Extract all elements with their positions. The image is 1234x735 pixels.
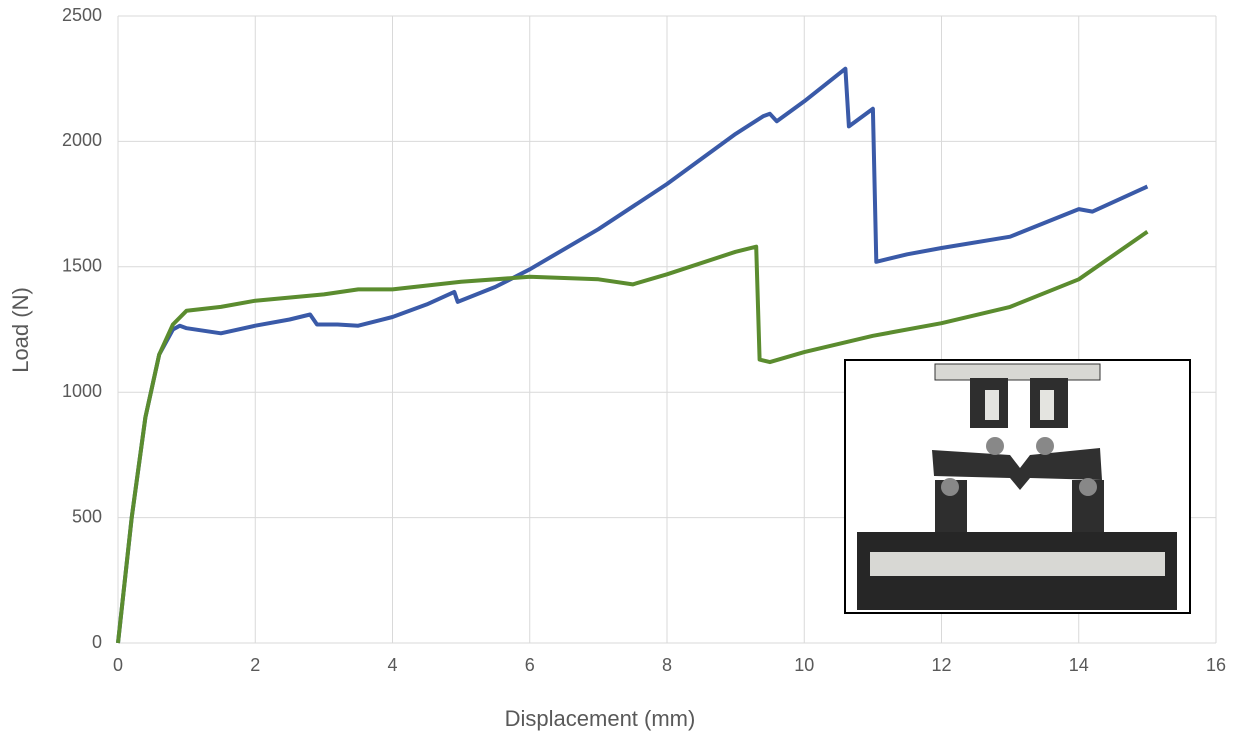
x-tick-label: 4 [387,655,397,675]
x-tick-label: 10 [794,655,814,675]
inset-photo [845,360,1190,613]
top-ruler [935,364,1100,380]
roller [986,437,1004,455]
y-tick-label: 0 [92,632,102,652]
x-tick-label: 14 [1069,655,1089,675]
y-axis-title: Load (N) [8,287,33,373]
x-tick-label: 8 [662,655,672,675]
y-tick-label: 2000 [62,130,102,150]
y-tick-label: 500 [72,506,102,526]
chart: Displacement (mm) Load (N) 0 500 1000 1500 2… [0,0,1234,735]
y-tick-label: 1500 [62,256,102,276]
x-tick-label: 6 [525,655,535,675]
x-axis-title: Displacement (mm) [505,706,696,731]
x-tick-label: 0 [113,655,123,675]
x-tick-label: 12 [931,655,951,675]
roller [1079,478,1097,496]
x-tick-label: 2 [250,655,260,675]
y-tick-label: 2500 [62,5,102,25]
base-ruler [870,552,1165,576]
roller [1036,437,1054,455]
roller [941,478,959,496]
fixture [985,390,999,420]
x-tick-label: 16 [1206,655,1226,675]
fixture [1040,390,1054,420]
y-tick-label: 1000 [62,381,102,401]
